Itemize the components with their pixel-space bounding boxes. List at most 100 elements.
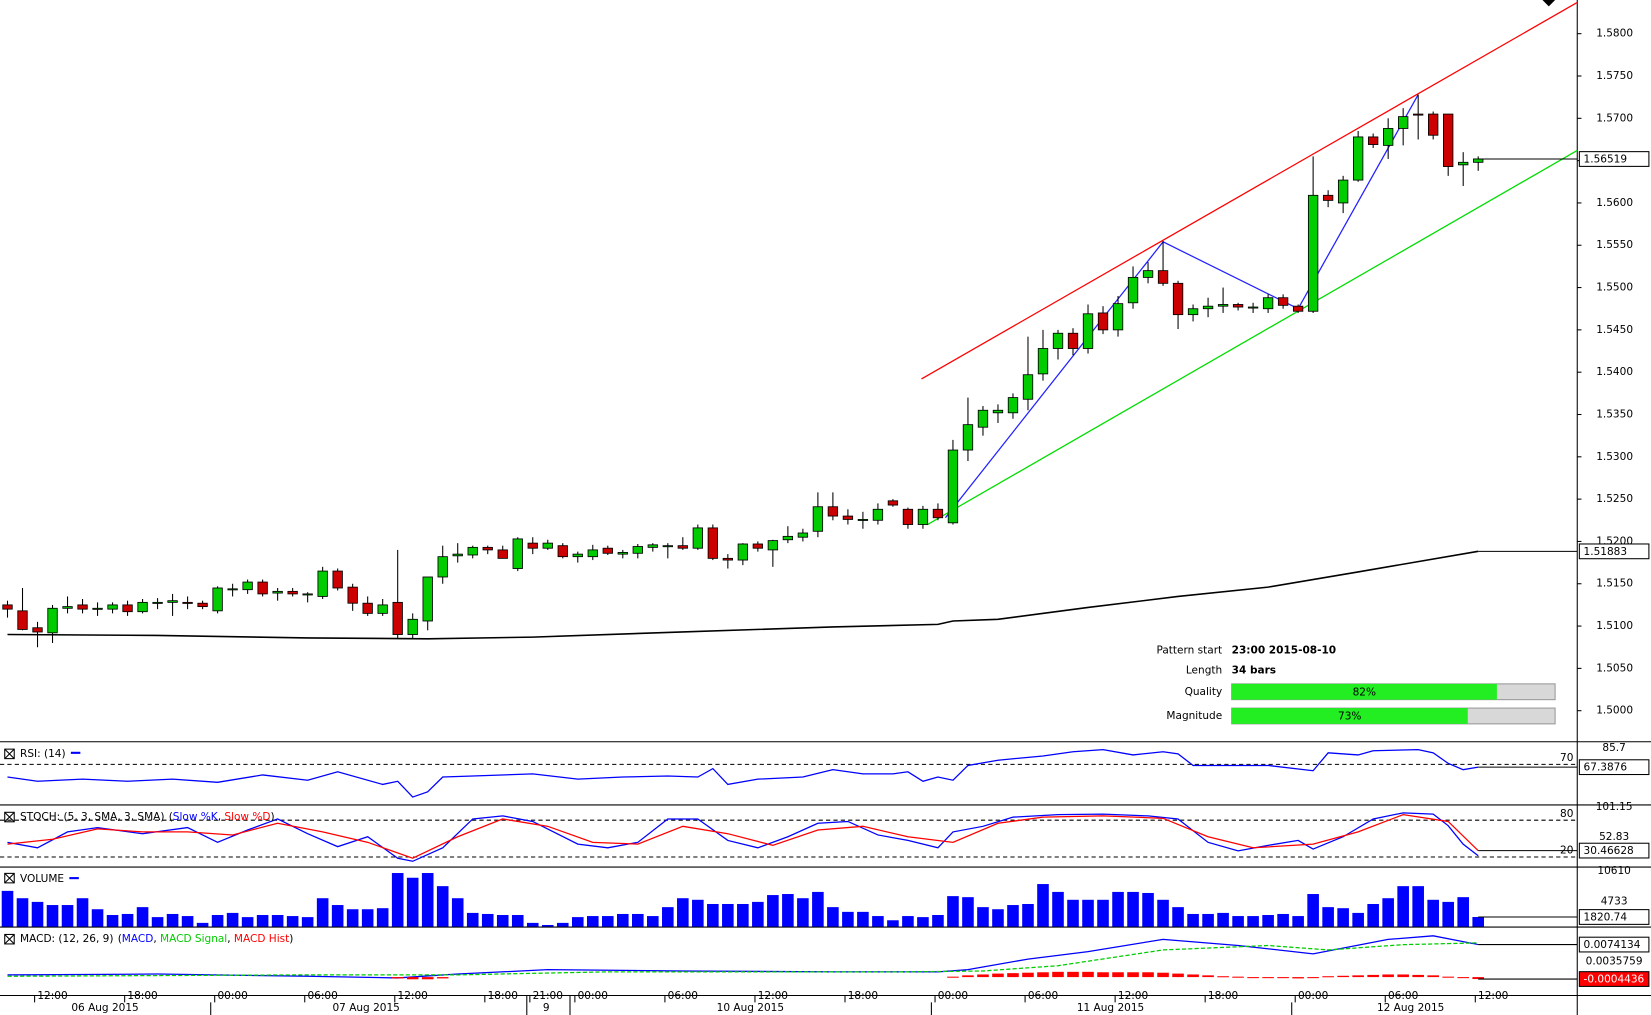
y-tick-label: 1.5750: [1596, 70, 1633, 82]
panel-title-text: VOLUME: [20, 873, 64, 885]
candle-body: [992, 409, 1004, 414]
candle-body: [872, 508, 884, 521]
candle-body: [1292, 305, 1304, 312]
date-label: 9: [543, 1002, 550, 1014]
candle-body: [92, 607, 103, 610]
volume-bar: [812, 891, 824, 927]
value-box-label: 30.46628: [1584, 845, 1634, 857]
volume-bar: [301, 917, 314, 927]
legend-punct: (: [118, 933, 122, 945]
volume-bar: [827, 907, 839, 927]
hist-bar: [1052, 971, 1064, 978]
x-tick-label: 06:00: [668, 990, 698, 1002]
candle-body: [62, 606, 73, 609]
x-tick-label: 21:00: [533, 990, 563, 1002]
volume-bar: [1157, 899, 1169, 927]
value-box: [1578, 543, 1650, 560]
hist-bar: [1112, 972, 1124, 978]
candle-body: [1052, 332, 1064, 349]
hist-bar: [1142, 972, 1154, 978]
candle-body: [1007, 397, 1019, 414]
close-icon[interactable]: [4, 872, 15, 884]
hist-bar: [421, 977, 434, 980]
hist-bar: [1262, 977, 1274, 979]
y-tick-label: 1.5400: [1596, 366, 1633, 378]
volume-bar: [76, 898, 89, 927]
candle-body: [17, 610, 28, 630]
hist-bar: [977, 974, 989, 978]
hist-bar: [1412, 974, 1424, 978]
hist-bar: [1037, 972, 1049, 978]
y-tick-label: 4733: [1601, 896, 1628, 908]
hist-bar: [436, 977, 449, 979]
x-tick-label: 06:00: [1388, 990, 1418, 1002]
x-tick-label: 12:00: [37, 990, 67, 1002]
volume-bar: [496, 915, 509, 927]
x-tick-label: 00:00: [938, 990, 968, 1002]
volume-bar: [722, 903, 734, 927]
volume-bar: [256, 915, 269, 927]
volume-bar: [1007, 905, 1019, 927]
volume-bar: [541, 924, 554, 927]
legend-entry: MACD Signal: [160, 933, 227, 945]
hist-bar: [1202, 975, 1214, 978]
candle-body: [497, 549, 508, 559]
volume-bar: [271, 915, 284, 927]
candle-body: [1067, 332, 1079, 349]
volume-bar: [872, 916, 884, 927]
volume-bar: [662, 907, 674, 927]
legend-punct: ): [270, 811, 274, 823]
candle-body: [1142, 270, 1154, 278]
volume-bar: [992, 909, 1004, 927]
volume-bar: [1067, 899, 1079, 927]
volume-bar: [902, 916, 914, 927]
volume-bar: [526, 922, 539, 927]
candle-body: [1352, 136, 1364, 181]
close-icon[interactable]: [4, 933, 15, 945]
candle-body: [842, 515, 854, 520]
candle-body: [662, 545, 673, 548]
date-label: 07 Aug 2015: [332, 1002, 399, 1014]
candle-body: [197, 602, 208, 608]
value-box: [1578, 151, 1650, 167]
candle-body: [902, 508, 914, 525]
legend-punct: (: [169, 811, 173, 823]
candle-body: [1172, 282, 1184, 316]
volume-bar: [166, 913, 179, 927]
candle-body: [317, 570, 328, 597]
legend-entry: MACD: [122, 933, 154, 945]
value-box-label: 0.0074134: [1584, 939, 1641, 951]
value-box-label: 1820.74: [1584, 912, 1628, 924]
candle-body: [1082, 313, 1094, 349]
candle-body: [1367, 136, 1379, 145]
candle-body: [722, 557, 734, 561]
volume-bar: [1052, 891, 1064, 927]
value-box-label: -0.0004436: [1584, 974, 1645, 986]
meter-label: 73%: [1338, 711, 1361, 723]
volume-bar: [737, 903, 749, 927]
candle-body: [1097, 312, 1109, 331]
value-box: [1578, 842, 1650, 859]
hist-bar: [1157, 972, 1169, 978]
candle-body: [512, 538, 523, 569]
x-tick-label: 00:00: [1298, 990, 1328, 1002]
candle-body: [362, 602, 373, 614]
volume-bar: [1232, 916, 1244, 927]
level-label: 70: [1560, 752, 1573, 764]
y-tick-label: 1.5700: [1596, 112, 1633, 124]
legend-punct: ,: [153, 933, 160, 945]
volume-bar: [1337, 908, 1349, 927]
volume-bar: [376, 908, 389, 927]
volume-bar: [361, 909, 374, 927]
candle-body: [602, 547, 613, 554]
hist-bar: [391, 977, 404, 979]
candle-body: [947, 449, 959, 524]
close-icon[interactable]: [4, 748, 15, 760]
close-icon[interactable]: [4, 811, 15, 823]
candle-body: [1428, 113, 1439, 136]
hist-bar: [406, 977, 419, 980]
panel-title-text: RSI: (14): [20, 748, 66, 760]
hist-bar: [1247, 977, 1259, 979]
candle-body: [767, 540, 779, 551]
volume-bar: [782, 894, 794, 927]
